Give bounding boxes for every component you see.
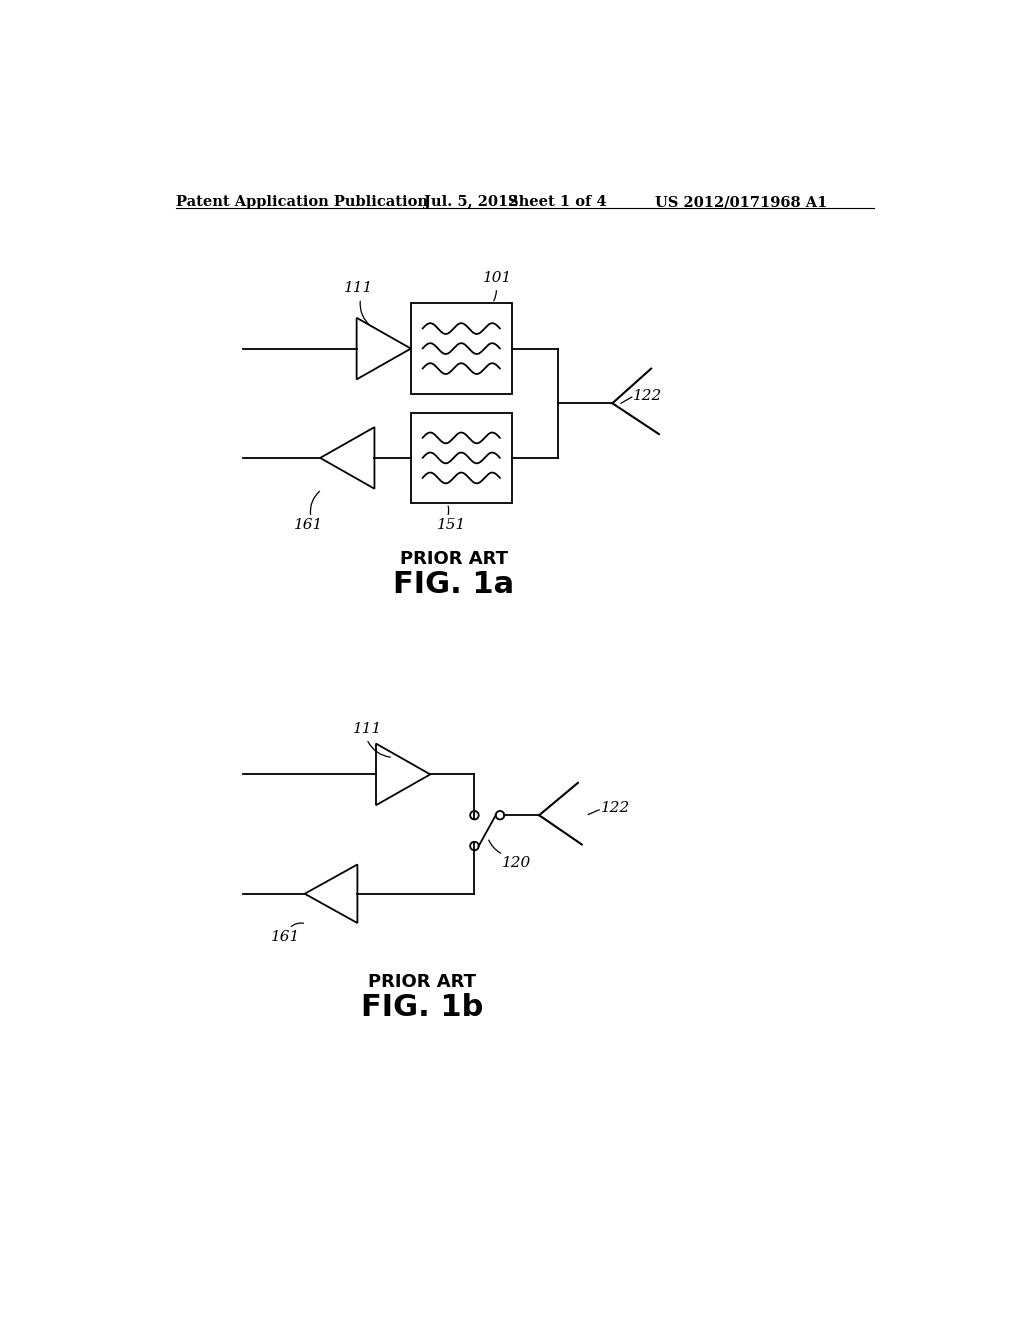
Text: Sheet 1 of 4: Sheet 1 of 4	[508, 195, 606, 210]
Text: FIG. 1b: FIG. 1b	[361, 993, 483, 1022]
Text: PRIOR ART: PRIOR ART	[399, 549, 508, 568]
Text: 111: 111	[352, 722, 382, 737]
Bar	[411, 304, 512, 395]
Text: 161: 161	[271, 929, 301, 944]
Text: 101: 101	[483, 272, 512, 285]
Text: US 2012/0171968 A1: US 2012/0171968 A1	[655, 195, 827, 210]
Bar	[411, 413, 512, 503]
Text: 111: 111	[343, 281, 373, 296]
Text: 151: 151	[436, 517, 466, 532]
Text: 122: 122	[601, 800, 630, 814]
Text: 120: 120	[502, 857, 530, 870]
Text: PRIOR ART: PRIOR ART	[369, 973, 476, 991]
Text: Patent Application Publication: Patent Application Publication	[176, 195, 428, 210]
Text: Jul. 5, 2012: Jul. 5, 2012	[424, 195, 518, 210]
Text: FIG. 1a: FIG. 1a	[393, 570, 514, 598]
Text: 122: 122	[633, 388, 663, 403]
Text: 161: 161	[294, 517, 324, 532]
